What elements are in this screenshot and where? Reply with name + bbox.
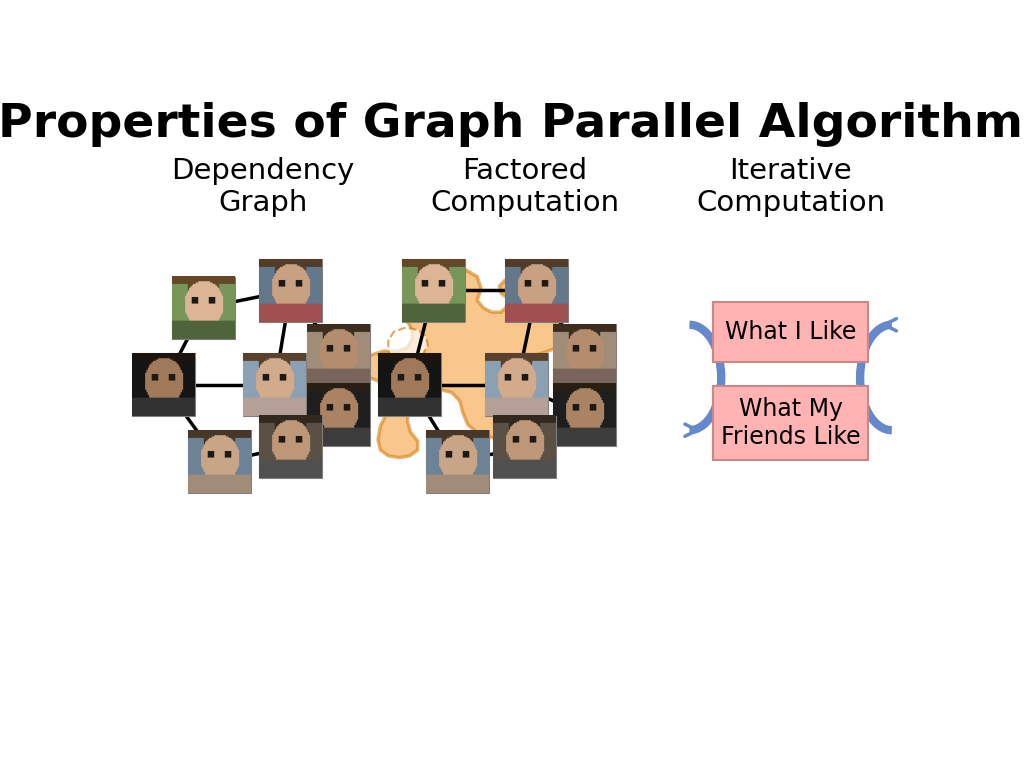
Text: Properties of Graph Parallel Algorithms: Properties of Graph Parallel Algorithms	[0, 102, 1024, 147]
Text: Dependency
Graph: Dependency Graph	[171, 157, 354, 217]
Polygon shape	[388, 327, 428, 359]
Text: Iterative
Computation: Iterative Computation	[696, 157, 885, 217]
Text: What My
Friends Like: What My Friends Like	[721, 397, 860, 449]
Text: What I Like: What I Like	[725, 319, 856, 343]
Polygon shape	[362, 270, 563, 458]
Text: Factored
Computation: Factored Computation	[430, 157, 620, 217]
FancyBboxPatch shape	[714, 386, 868, 460]
FancyBboxPatch shape	[714, 302, 868, 362]
